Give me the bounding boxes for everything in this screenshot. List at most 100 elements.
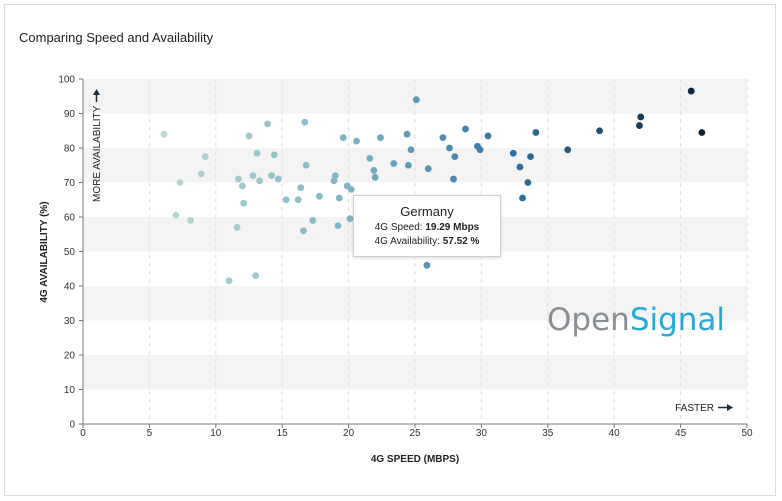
x-tick-labels: 0 5 10 15 20 25 30 35 40 45 50 [80,428,753,439]
data-point[interactable] [450,175,457,183]
vertical-gridlines [148,79,748,424]
x-tick-label-0: 0 [80,428,86,439]
data-point[interactable] [346,215,354,223]
data-point[interactable] [516,163,524,171]
data-point[interactable] [462,125,469,133]
axes [79,78,748,428]
y-tick-label-50: 50 [64,247,76,258]
data-point[interactable] [412,96,420,104]
data-point[interactable] [176,179,184,186]
data-point[interactable] [264,120,271,128]
data-point[interactable] [532,129,540,136]
data-point[interactable] [302,161,310,169]
opensignal-logo: OpenSignal [547,302,725,338]
data-point[interactable] [636,122,643,129]
data-point[interactable] [201,153,209,161]
data-point[interactable] [366,154,374,162]
more-availability-annotation: MORE AVAILABILITY [92,105,103,202]
data-point[interactable] [330,177,338,185]
tooltip-speed-value: 19.29 Mbps [425,222,480,233]
data-point[interactable] [160,130,168,138]
x-tick-label-20: 20 [343,428,355,439]
logo-open-text: Open [547,302,630,338]
data-point[interactable] [509,149,517,157]
data-point[interactable] [300,227,307,235]
tooltip-country: Germany [400,204,454,219]
data-point[interactable] [407,146,415,154]
data-point[interactable] [439,134,447,142]
data-point[interactable] [256,177,264,185]
x-axis-title: 4G SPEED (MBPS) [371,454,459,465]
data-point[interactable] [423,261,431,269]
data-point[interactable] [245,132,253,140]
data-point[interactable] [315,192,323,200]
data-point[interactable] [253,149,261,157]
data-point[interactable] [446,144,453,152]
y-tick-label-70: 70 [64,178,76,189]
data-point[interactable] [698,129,706,136]
data-point[interactable] [564,146,572,154]
x-tick-label-35: 35 [542,428,554,439]
data-point[interactable] [484,132,492,140]
tooltip-speed: 4G Speed: 19.29 Mbps [354,222,500,233]
x-tick-label-50: 50 [741,428,753,439]
tooltip-availability-value: 57.52 % [442,236,480,247]
data-point[interactable] [424,165,432,173]
y-tick-label-60: 60 [64,213,76,224]
data-point[interactable] [335,194,343,202]
y-tick-label-40: 40 [64,282,76,293]
data-point[interactable] [403,130,411,138]
data-tooltip: Germany 4G Speed: 19.29 Mbps 4G Availabi… [353,195,501,257]
data-point[interactable] [240,199,248,207]
faster-arrow [718,404,733,411]
data-point[interactable] [270,151,278,159]
data-point[interactable] [596,127,603,135]
x-tick-label-10: 10 [210,428,222,439]
data-point[interactable] [309,217,317,224]
chart-title: Comparing Speed and Availability [19,30,214,45]
y-tick-labels: 0 10 20 30 40 50 60 70 80 90 100 [58,75,75,431]
logo-signal-text: Signal [629,302,726,338]
data-point[interactable] [390,160,398,167]
more-availability-arrow [93,89,100,102]
y-tick-label-100: 100 [58,75,75,86]
data-point[interactable] [234,175,242,183]
y-tick-label-10: 10 [64,385,76,396]
data-point[interactable] [252,272,260,280]
data-point[interactable] [233,223,241,231]
data-point[interactable] [297,184,305,192]
y-tick-label-80: 80 [64,144,76,155]
data-point[interactable] [370,167,378,174]
data-point[interactable] [331,172,339,180]
data-point[interactable] [334,222,342,230]
data-point[interactable] [339,134,347,142]
data-point[interactable] [268,172,275,180]
data-point[interactable] [404,161,412,169]
data-point[interactable] [687,87,695,95]
data-point[interactable] [187,217,194,224]
data-point[interactable] [347,186,355,193]
data-point[interactable] [294,196,302,204]
data-point[interactable] [225,277,233,285]
data-point[interactable] [377,134,384,142]
x-tick-label-5: 5 [147,428,153,439]
data-point[interactable] [451,153,459,161]
data-point[interactable] [637,113,645,121]
data-point[interactable] [282,196,290,204]
data-point[interactable] [238,182,246,190]
data-point[interactable] [476,146,484,154]
data-point[interactable] [197,170,205,178]
data-point[interactable] [249,172,257,180]
x-tick-label-45: 45 [675,428,687,439]
data-point[interactable] [524,179,532,186]
data-point[interactable] [353,137,360,145]
y-tick-label-0: 0 [69,420,75,431]
data-point[interactable] [519,194,526,202]
data-point[interactable] [527,153,534,161]
data-point[interactable] [274,175,282,183]
data-point[interactable] [301,118,309,126]
data-point[interactable] [371,173,379,181]
x-tick-label-25: 25 [409,428,421,439]
data-point[interactable] [172,211,180,219]
data-points [160,87,706,285]
